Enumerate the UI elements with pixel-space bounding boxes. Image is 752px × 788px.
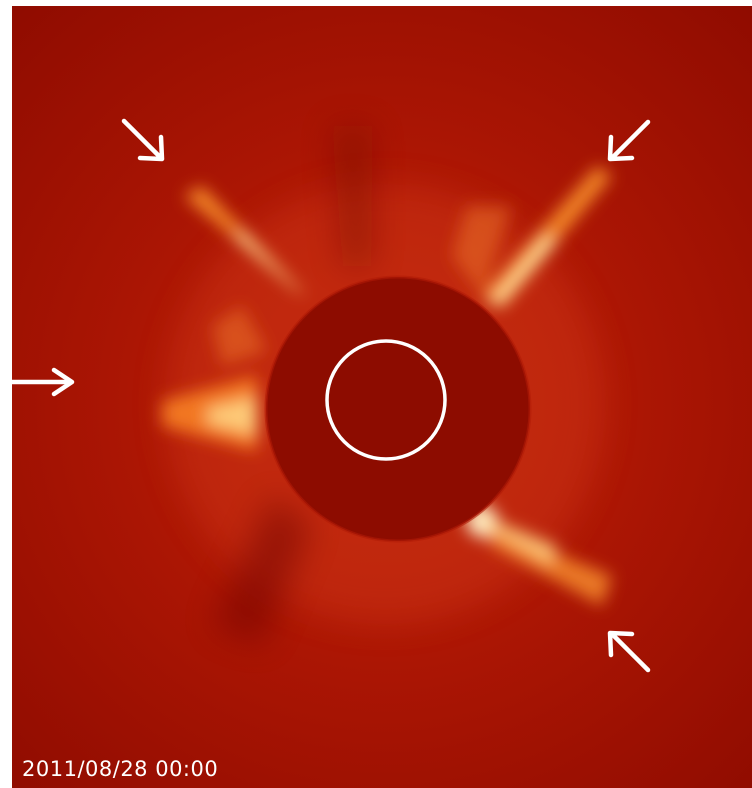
coronagraph-scene	[12, 6, 752, 788]
streamer-east	[162, 306, 267, 451]
solar-limb-circle-outline-icon	[325, 339, 447, 461]
arrow-east	[12, 367, 75, 397]
arrow-ne	[607, 119, 651, 162]
streamer-nw	[184, 186, 308, 298]
arrow-icon	[12, 118, 651, 673]
arrow-sw	[607, 630, 651, 673]
occulting-disk-rim	[264, 275, 532, 543]
dark-lanes	[212, 126, 372, 646]
timestamp-label: 2011/08/28 00:00	[22, 757, 219, 781]
occulting-disk	[266, 277, 530, 541]
arrow-nw	[121, 118, 165, 162]
streamer-ne	[452, 166, 612, 308]
coronagraph-image: 2011/08/28 00:00	[12, 6, 752, 788]
